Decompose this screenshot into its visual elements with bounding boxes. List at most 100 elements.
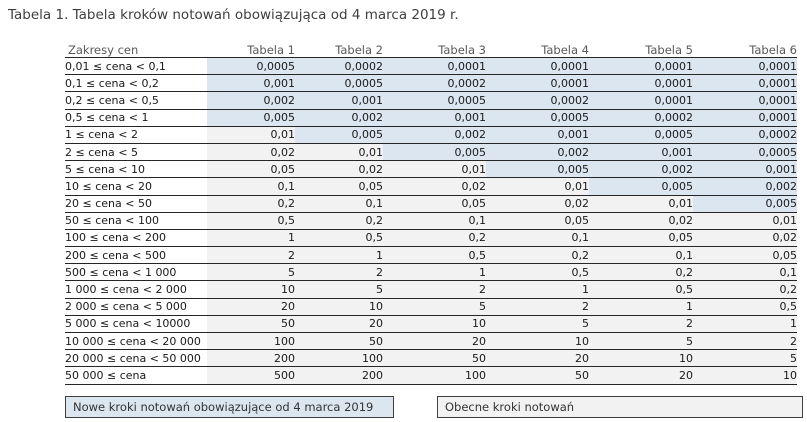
tick-size-cell: 2 — [486, 298, 589, 316]
column-header-zakresy-cen: Zakresy cen — [65, 38, 207, 58]
tick-size-cell: 0,01 — [383, 160, 486, 179]
tick-size-cell: 0,2 — [486, 246, 589, 265]
tick-size-cell: 100 — [207, 332, 295, 351]
tick-size-cell: 5 — [486, 315, 589, 334]
tick-size-cell: 0,5 — [383, 246, 486, 265]
tick-size-cell: 0,1 — [486, 229, 589, 248]
tick-size-cell: 200 — [295, 366, 383, 385]
tick-size-cell: 0,2 — [295, 212, 383, 230]
tick-size-cell: 0,1 — [295, 195, 383, 213]
tick-size-cell: 2 — [295, 263, 383, 282]
tick-size-cell: 0,01 — [693, 212, 797, 230]
tick-size-cell: 50 — [295, 332, 383, 351]
price-range-cell: 1 ≤ cena < 2 — [65, 126, 207, 144]
tick-size-cell: 0,02 — [383, 177, 486, 196]
column-header-tabela-5: Tabela 5 — [589, 38, 693, 58]
table-body: 0,01 ≤ cena < 0,1 0,0005 0,0002 0,0001 0,000… — [65, 57, 797, 385]
table-row: 2 ≤ cena < 5 0,02 0,01 0,005 0,002 0,001 0,000… — [65, 143, 797, 162]
tick-size-cell: 5 — [383, 298, 486, 316]
tick-size-cell: 0,0001 — [589, 74, 693, 93]
tick-size-cell: 0,0001 — [486, 57, 589, 76]
tick-size-cell: 0,005 — [589, 177, 693, 196]
tick-size-cell: 0,001 — [589, 143, 693, 162]
tick-size-cell: 0,05 — [589, 229, 693, 248]
tick-size-cell: 1 — [589, 298, 693, 316]
tick-size-cell: 0,1 — [207, 177, 295, 196]
tick-size-cell: 0,0002 — [693, 126, 797, 144]
tick-size-cell: 0,0005 — [383, 91, 486, 110]
tick-size-cell: 0,005 — [295, 126, 383, 144]
table-row: 5 000 ≤ cena < 10000 50 20 10 5 2 1 — [65, 315, 797, 334]
tick-size-cell: 0,02 — [486, 195, 589, 213]
price-range-cell: 10 ≤ cena < 20 — [65, 177, 207, 196]
table-row: 1 000 ≤ cena < 2 000 10 5 2 1 0,5 0,2 — [65, 280, 797, 299]
table-row: 0,5 ≤ cena < 1 0,005 0,002 0,001 0,0005 0,000… — [65, 109, 797, 127]
tick-size-cell: 50 — [383, 349, 486, 368]
tick-size-cell: 0,01 — [295, 143, 383, 162]
tick-size-cell: 0,1 — [383, 212, 486, 230]
table-row: 2 000 ≤ cena < 5 000 20 10 5 2 1 0,5 — [65, 298, 797, 316]
table-row: 20 000 ≤ cena < 50 000 200 100 50 20 10 5 — [65, 349, 797, 368]
tick-size-cell: 0,0001 — [589, 91, 693, 110]
tick-size-cell: 100 — [383, 366, 486, 385]
tick-size-cell: 50 — [207, 315, 295, 334]
tick-size-cell: 5 — [295, 280, 383, 299]
tick-size-cell: 1 — [486, 280, 589, 299]
tick-size-cell: 20 — [295, 315, 383, 334]
tick-size-cell: 0,1 — [589, 246, 693, 265]
tick-size-cell: 10 — [589, 349, 693, 368]
tick-size-cell: 0,005 — [383, 143, 486, 162]
tick-size-cell: 10 — [383, 315, 486, 334]
price-range-cell: 0,2 ≤ cena < 0,5 — [65, 91, 207, 110]
price-range-cell: 5 ≤ cena < 10 — [65, 160, 207, 179]
price-range-cell: 100 ≤ cena < 200 — [65, 229, 207, 248]
tick-size-cell: 50 — [486, 366, 589, 385]
table-row: 0,01 ≤ cena < 0,1 0,0005 0,0002 0,0001 0,000… — [65, 57, 797, 76]
column-header-tabela-3: Tabela 3 — [383, 38, 486, 58]
table-row: 20 ≤ cena < 50 0,2 0,1 0,05 0,02 0,01 0,005 — [65, 195, 797, 213]
tick-size-cell: 0,0005 — [486, 109, 589, 127]
price-range-cell: 20 000 ≤ cena < 50 000 — [65, 349, 207, 368]
column-header-tabela-4: Tabela 4 — [486, 38, 589, 58]
tick-size-cell: 0,0001 — [383, 57, 486, 76]
table-row: 10 ≤ cena < 20 0,1 0,05 0,02 0,01 0,005 0,002 — [65, 177, 797, 196]
table-row: 0,1 ≤ cena < 0,2 0,001 0,0005 0,0002 0,0001 0… — [65, 74, 797, 93]
tick-size-cell: 200 — [207, 349, 295, 368]
tick-size-cell: 2 — [383, 280, 486, 299]
tick-size-cell: 0,001 — [693, 160, 797, 179]
table-row: 0,2 ≤ cena < 0,5 0,002 0,001 0,0005 0,0002 0,… — [65, 91, 797, 110]
tick-size-cell: 0,0002 — [486, 91, 589, 110]
tick-size-cell: 0,0005 — [207, 57, 295, 76]
price-range-cell: 1 000 ≤ cena < 2 000 — [65, 280, 207, 299]
price-range-cell: 50 000 ≤ cena — [65, 366, 207, 385]
tick-size-cell: 0,0001 — [486, 74, 589, 93]
tick-size-cell: 0,2 — [589, 263, 693, 282]
price-range-cell: 50 ≤ cena < 100 — [65, 212, 207, 230]
tick-size-cell: 0,001 — [207, 74, 295, 93]
tick-size-cell: 0,005 — [486, 160, 589, 179]
tick-size-cell: 0,01 — [486, 177, 589, 196]
tick-size-cell: 0,5 — [693, 298, 797, 316]
table-row: 500 ≤ cena < 1 000 5 2 1 0,5 0,2 0,1 — [65, 263, 797, 282]
table-row: 200 ≤ cena < 500 2 1 0,5 0,2 0,1 0,05 — [65, 246, 797, 265]
price-range-cell: 0,1 ≤ cena < 0,2 — [65, 74, 207, 93]
tick-size-cell: 20 — [207, 298, 295, 316]
tick-size-cell: 0,05 — [295, 177, 383, 196]
column-header-tabela-1: Tabela 1 — [207, 38, 295, 58]
tick-size-cell: 0,0002 — [383, 74, 486, 93]
table-row: 50 000 ≤ cena 500 200 100 50 20 10 — [65, 366, 797, 385]
tick-size-cell: 0,002 — [486, 143, 589, 162]
tick-size-cell: 1 — [383, 263, 486, 282]
tick-size-cell: 0,001 — [383, 109, 486, 127]
price-range-cell: 2 ≤ cena < 5 — [65, 143, 207, 162]
price-range-cell: 10 000 ≤ cena < 20 000 — [65, 332, 207, 351]
column-header-tabela-2: Tabela 2 — [295, 38, 383, 58]
legend-new-box: Nowe kroki notowań obowiązujące od 4 mar… — [65, 396, 394, 418]
tick-size-cell: 0,0002 — [589, 109, 693, 127]
legend-current-box: Obecne kroki notowań — [437, 396, 803, 418]
tick-size-cell: 0,02 — [295, 160, 383, 179]
tick-size-cell: 0,0001 — [693, 91, 797, 110]
tick-size-cell: 0,002 — [383, 126, 486, 144]
table-row: 10 000 ≤ cena < 20 000 100 50 20 10 5 2 — [65, 332, 797, 351]
price-range-cell: 20 ≤ cena < 50 — [65, 195, 207, 213]
